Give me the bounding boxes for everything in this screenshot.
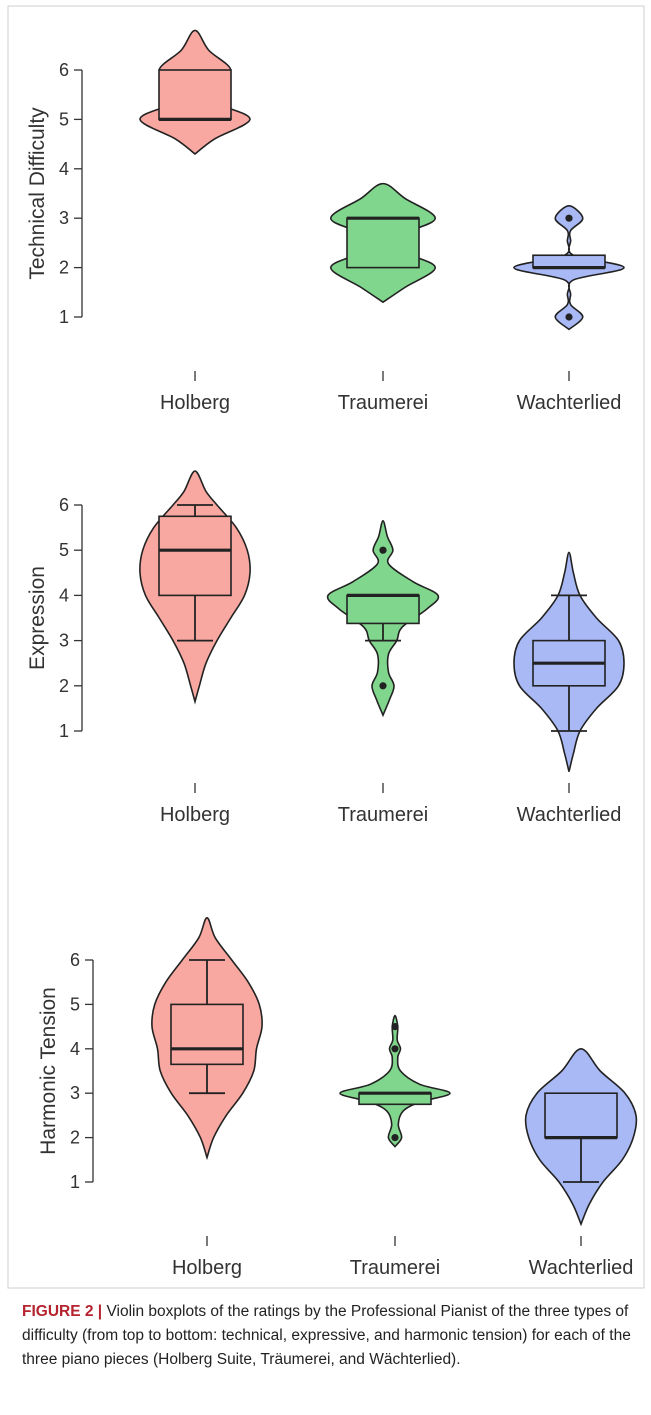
y-axis-label: Technical Difficulty bbox=[26, 107, 49, 280]
y-tick-label: 5 bbox=[59, 540, 69, 560]
outlier bbox=[565, 313, 573, 321]
y-tick-label: 2 bbox=[59, 258, 69, 278]
y-tick-label: 4 bbox=[59, 585, 69, 605]
y-tick-label: 2 bbox=[59, 676, 69, 696]
box bbox=[158, 515, 232, 597]
outlier bbox=[565, 214, 573, 222]
y-axis-label: Expression bbox=[26, 566, 49, 670]
box bbox=[544, 1092, 618, 1139]
caption-label: FIGURE 2 | bbox=[22, 1303, 103, 1320]
x-tick-label: Traumerei bbox=[350, 1257, 440, 1279]
outlier bbox=[379, 546, 387, 554]
x-tick-label: Wachterlied bbox=[529, 1257, 634, 1279]
outlier bbox=[391, 1045, 399, 1053]
y-tick-label: 3 bbox=[59, 208, 69, 228]
box bbox=[346, 217, 420, 269]
figure: 1 2 3 4 5 6 Technical Difficulty Holberg Traumer… bbox=[7, 5, 645, 1289]
y-tick-label: 5 bbox=[59, 109, 69, 129]
y-tick-label: 3 bbox=[70, 1083, 80, 1103]
y-tick-label: 1 bbox=[59, 307, 69, 327]
y-tick-label: 2 bbox=[70, 1128, 80, 1148]
y-tick-label: 6 bbox=[59, 495, 69, 515]
x-tick-label: Wachterlied bbox=[517, 804, 622, 826]
box bbox=[358, 1092, 432, 1106]
x-tick-label: Wachterlied bbox=[517, 392, 622, 414]
y-tick-label: 4 bbox=[59, 159, 69, 179]
y-tick-label: 6 bbox=[59, 60, 69, 80]
x-tick-label: Holberg bbox=[160, 392, 230, 414]
box bbox=[170, 1003, 244, 1066]
y-tick-label: 3 bbox=[59, 631, 69, 651]
caption-text: Violin boxplots of the ratings by the Pr… bbox=[22, 1303, 631, 1368]
y-tick-label: 5 bbox=[70, 994, 80, 1014]
y-tick-label: 6 bbox=[70, 950, 80, 970]
x-tick-label: Holberg bbox=[160, 804, 230, 826]
x-tick-label: Traumerei bbox=[338, 804, 428, 826]
y-axis-label: Harmonic Tension bbox=[37, 987, 60, 1155]
outlier bbox=[391, 1023, 399, 1031]
box bbox=[158, 69, 232, 121]
caption: FIGURE 2 | Violin boxplots of the rating… bbox=[22, 1300, 632, 1372]
figure-border bbox=[7, 5, 645, 1289]
outlier bbox=[391, 1134, 399, 1142]
x-tick-label: Traumerei bbox=[338, 392, 428, 414]
outlier bbox=[379, 682, 387, 690]
violin bbox=[339, 1014, 451, 1148]
y-tick-label: 4 bbox=[70, 1039, 80, 1059]
y-tick-label: 1 bbox=[59, 721, 69, 741]
box bbox=[532, 254, 606, 269]
y-tick-label: 1 bbox=[70, 1172, 80, 1192]
box bbox=[346, 594, 420, 625]
x-tick-label: Holberg bbox=[172, 1257, 242, 1279]
